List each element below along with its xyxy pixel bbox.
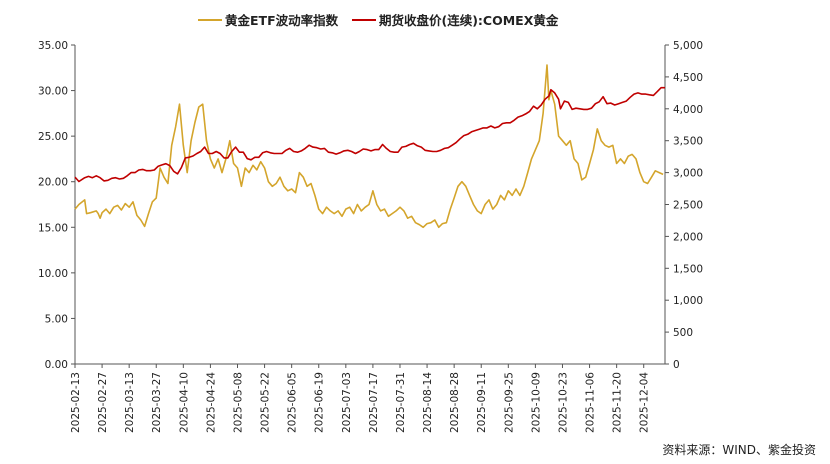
x-tick-label: 2025-11-06	[585, 372, 597, 433]
y-right-tick-label: 5,000	[673, 40, 703, 52]
x-tick-label: 2025-02-27	[97, 372, 109, 433]
y-right-tick-label: 1,500	[673, 263, 703, 275]
x-tick-label: 2025-12-04	[639, 372, 651, 433]
y-right-tick-label: 2,500	[673, 200, 703, 212]
x-tick-label: 2025-02-13	[70, 372, 82, 433]
y-right-tick-label: 4,500	[673, 72, 703, 84]
y-left-tick-label: 30.00	[38, 86, 68, 98]
x-tick-label: 2025-08-28	[449, 372, 461, 433]
y-right-tick-label: 500	[673, 327, 693, 339]
y-left-tick-label: 35.00	[38, 40, 68, 52]
y-left-tick-label: 15.00	[38, 222, 68, 234]
x-tick-label: 2025-06-19	[314, 372, 326, 433]
y-right-tick-label: 3,500	[673, 136, 703, 148]
x-tick-label: 2025-06-05	[287, 372, 299, 433]
legend: 黄金ETF波动率指数 期货收盘价(连续):COMEX黄金	[198, 13, 559, 28]
x-tick-label: 2025-07-31	[395, 372, 407, 433]
y-right-tick-label: 3,000	[673, 168, 703, 180]
x-tick-label: 2025-07-17	[368, 372, 380, 433]
legend-label-etf: 黄金ETF波动率指数	[225, 13, 339, 28]
x-tick-label: 2025-03-13	[124, 372, 136, 433]
x-tick-label: 2025-09-25	[503, 372, 515, 433]
y-left-tick-label: 20.00	[38, 177, 68, 189]
series-line-comex-gold	[74, 86, 665, 183]
y-right-tick-label: 2,000	[673, 231, 703, 243]
x-tick-label: 2025-11-20	[612, 372, 624, 433]
y-left-tick-label: 0.00	[45, 359, 68, 371]
x-tick-label: 2025-10-23	[557, 372, 569, 433]
y-left-tick-label: 5.00	[45, 313, 68, 325]
y-right-tick-label: 4,000	[673, 104, 703, 116]
source-note: 资料来源：WIND、紫金投资	[662, 443, 816, 457]
series-lines	[74, 64, 665, 229]
y-right-tick-label: 1,000	[673, 295, 703, 307]
x-tick-label: 2025-08-14	[422, 372, 434, 433]
x-tick-label: 2025-04-24	[205, 372, 217, 433]
x-tick-label: 2025-05-08	[232, 372, 244, 433]
y-right-tick-label: 0	[673, 359, 680, 371]
x-tick-label: 2025-07-03	[341, 372, 353, 433]
axes: 0.00 5.00 10.00 15.00 20.00 25.00 30.00 35.00 0 5…	[38, 40, 703, 433]
x-tick-label: 2025-10-09	[530, 372, 542, 433]
y-left-tick-label: 25.00	[38, 131, 68, 143]
x-tick-label: 2025-03-27	[151, 372, 163, 433]
x-tick-label: 2025-04-10	[178, 372, 190, 433]
series-line-etf-volatility	[74, 64, 664, 229]
legend-label-comex: 期货收盘价(连续):COMEX黄金	[379, 13, 559, 28]
x-tick-label: 2025-05-22	[260, 372, 272, 433]
x-tick-label: 2025-09-11	[476, 372, 488, 433]
y-left-tick-label: 10.00	[38, 268, 68, 280]
